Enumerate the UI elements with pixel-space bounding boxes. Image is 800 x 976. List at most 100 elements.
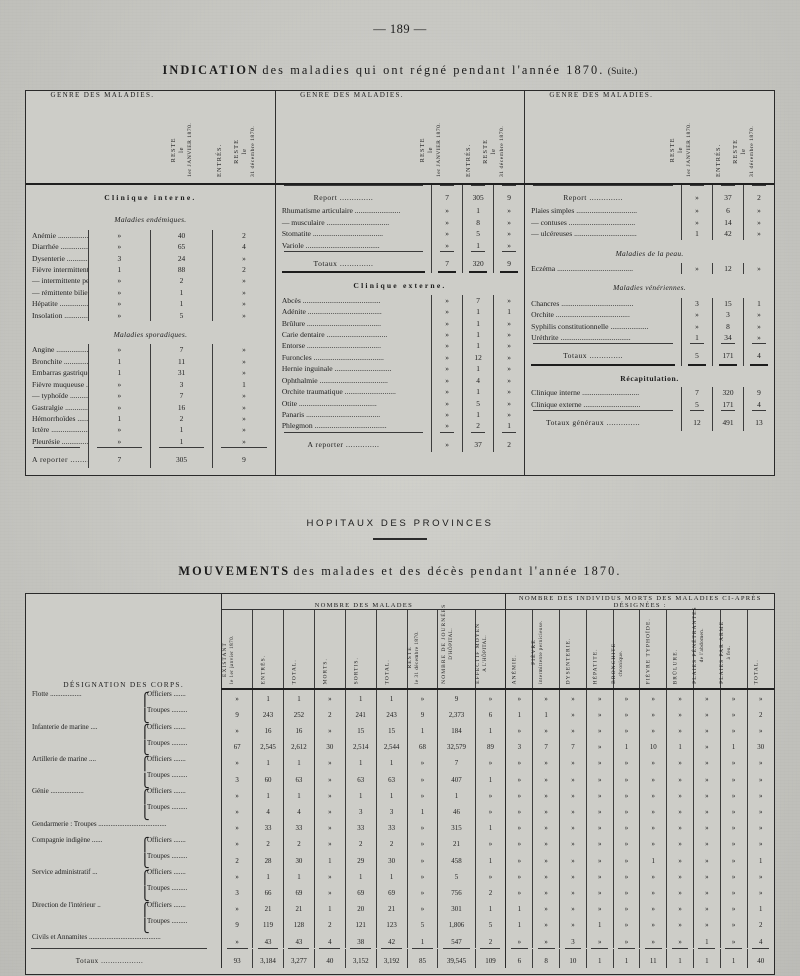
- row-value: 8: [462, 216, 494, 229]
- row-value: 2: [221, 851, 253, 868]
- total-label: Totaux ..............: [313, 259, 374, 269]
- table-row: Orchite ................................…: [525, 309, 774, 321]
- row-label: Abcès ..................................…: [281, 295, 381, 305]
- row-value: 1: [612, 737, 640, 754]
- row-value: »: [612, 721, 640, 738]
- row-label-cell: ⎩Troupes .........: [26, 770, 223, 788]
- table-row: Clinique externe .......................…: [525, 398, 774, 411]
- total-value: 12: [681, 411, 713, 431]
- col2-header-genre: GENRE DES MALADIES.: [275, 91, 429, 185]
- row-value: »: [505, 851, 533, 868]
- row-value: 2: [212, 229, 275, 242]
- row-value: 119: [252, 915, 284, 932]
- row-value: »: [666, 753, 694, 771]
- row-value: 31: [149, 367, 213, 379]
- row-value: »: [746, 883, 774, 900]
- row-value: »: [505, 786, 533, 803]
- row-label-cell: ⎩Troupes .........: [26, 705, 223, 722]
- rule: [525, 410, 774, 412]
- row-value: 34: [712, 332, 744, 344]
- row-value: 1: [666, 737, 694, 754]
- row-subgroup-label: Officiers .......: [147, 835, 186, 844]
- row-value: 1: [282, 786, 315, 803]
- brace-icon: ⎩: [140, 772, 150, 788]
- row-value: »: [406, 689, 438, 706]
- row-label: Pleurésie ..............................…: [32, 436, 88, 446]
- row-value: 43: [252, 931, 284, 949]
- col2-header-reste-janvier: RESTE le 1er JANVIER 1870.: [419, 91, 459, 185]
- row-value: 28: [252, 851, 284, 868]
- row-label-cell: Civils et Annamites ....................…: [26, 931, 223, 949]
- row-value: 1: [532, 705, 560, 722]
- row-value: »: [406, 818, 438, 835]
- row-value: 67: [221, 737, 253, 754]
- table1-title-suite: (Suite.): [607, 67, 638, 77]
- row-corps-label: Direction de l'intérieur ..: [32, 900, 101, 909]
- row-value: 3: [559, 931, 587, 949]
- row-value: 24: [149, 252, 213, 265]
- row-value: 14: [712, 216, 744, 229]
- total-value: 305: [462, 186, 494, 206]
- table-row: Variole ................................…: [276, 239, 525, 252]
- row-value: »: [221, 786, 253, 803]
- row-value: 1: [462, 386, 494, 398]
- table-row: Panaris ................................…: [276, 408, 525, 421]
- row-value: »: [431, 397, 463, 409]
- brace-icon: ⎧: [140, 723, 150, 739]
- brace-icon: ⎧: [140, 902, 150, 918]
- row-value: »: [612, 818, 640, 835]
- table2-col-header: PLAIES PÉNÉTRANTES de l'abdomen.: [692, 607, 721, 691]
- row-value: 3: [149, 378, 213, 391]
- row-value: 1: [87, 355, 151, 368]
- row-value: 2: [313, 915, 346, 932]
- total-value: »: [681, 186, 713, 206]
- row-label: Orchite ................................…: [531, 310, 630, 320]
- row-value: »: [559, 818, 587, 835]
- row-value: »: [212, 424, 275, 436]
- row-value: »: [681, 205, 713, 217]
- total-value: 3,184: [252, 949, 284, 968]
- row-subgroup-label: Troupes .........: [147, 884, 188, 893]
- row-value: 1: [585, 915, 614, 932]
- row-value: »: [505, 883, 533, 900]
- row-value: 5: [462, 397, 494, 409]
- row-value: 20: [344, 899, 377, 916]
- row-value: 11: [149, 355, 213, 368]
- row-value: »: [692, 899, 721, 916]
- table-row: Insolation .............................…: [26, 309, 275, 322]
- row-value: »: [505, 867, 533, 884]
- row-value: »: [559, 721, 587, 738]
- row-value: »: [493, 239, 525, 252]
- row-value: »: [746, 721, 774, 738]
- row-value: »: [532, 753, 560, 771]
- row-value: »: [692, 786, 721, 803]
- table-row: — ulcéreuses ...........................…: [525, 228, 774, 240]
- table-row: Otite ..................................…: [276, 397, 525, 409]
- row-value: 69: [375, 883, 408, 900]
- table2-col-header: ENTRÉS.: [252, 609, 284, 691]
- row-value: »: [719, 851, 747, 868]
- table-row: Hémorrhoïdes ...........................…: [26, 412, 275, 425]
- row-value: 29: [344, 851, 377, 868]
- table-row: Stomatite ..............................…: [276, 228, 525, 240]
- row-value: »: [493, 397, 525, 409]
- row-value: 1: [474, 721, 506, 738]
- table-row: Syphilis constitutionnelle .............…: [525, 320, 774, 333]
- row-value: 1: [493, 306, 525, 318]
- rule: [26, 948, 774, 950]
- row-value: »: [212, 298, 275, 310]
- table-row: Gendarmerie : Troupes ..................…: [26, 818, 774, 835]
- row-value: 5: [149, 309, 213, 322]
- row-value: »: [474, 786, 506, 803]
- row-value: 3: [221, 770, 253, 787]
- table-row: Entorse ................................…: [276, 340, 525, 352]
- row-value: 7: [149, 390, 213, 402]
- table2-total-row: Totaux .................. 93 3,184 3,277 40 3…: [26, 949, 774, 968]
- row-value: »: [719, 915, 747, 932]
- row-label: — contuses .............................…: [531, 217, 636, 227]
- row-value: »: [666, 705, 694, 722]
- row-value: »: [666, 770, 694, 787]
- row-value: »: [532, 721, 560, 738]
- row-value: »: [532, 689, 560, 706]
- row-value: »: [87, 401, 151, 413]
